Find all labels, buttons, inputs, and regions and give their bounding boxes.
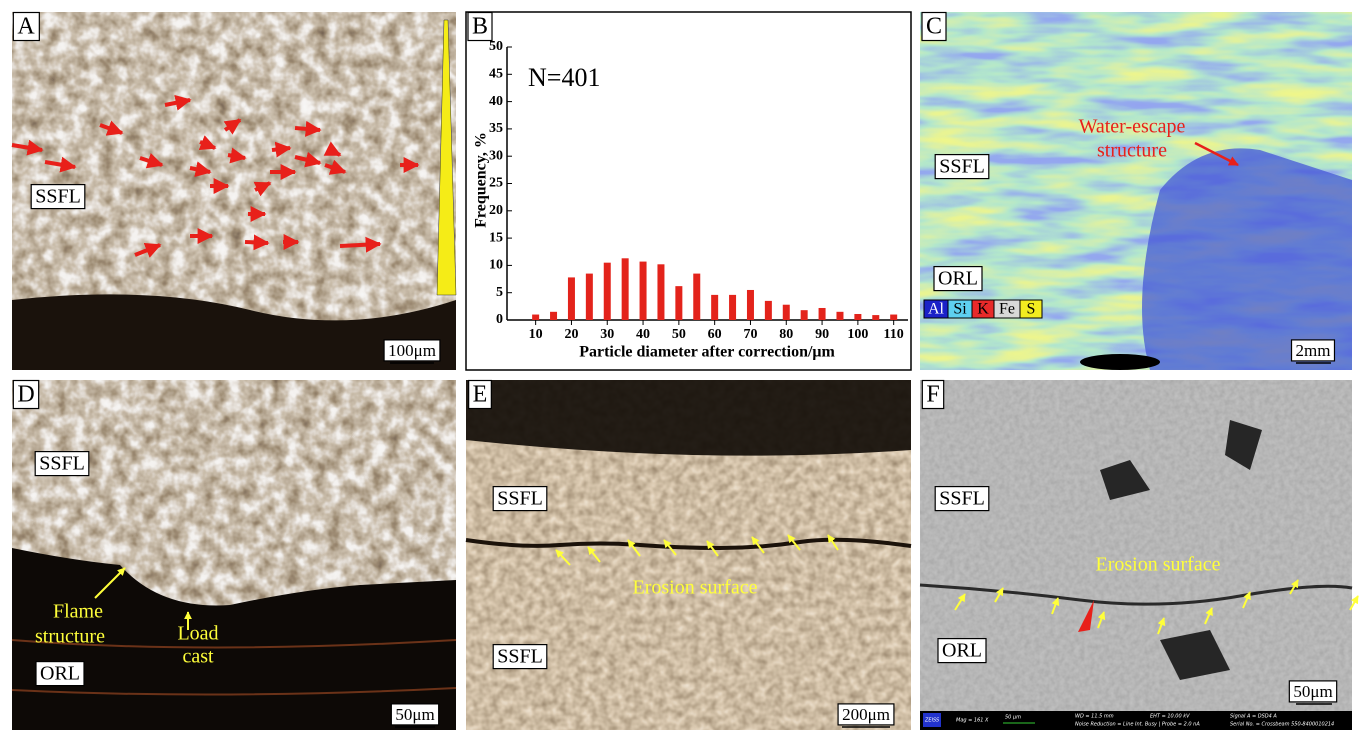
bar [568,277,575,320]
bar [675,286,682,320]
bar [836,312,843,320]
annotation: Water-escape [1079,116,1186,138]
bar [711,295,718,320]
panel-label: A [17,14,35,40]
y-tick-label: 35 [489,121,503,136]
y-tick-label: 20 [489,203,503,218]
scale-bar-label: 50μm [1293,682,1332,701]
y-axis-label: Frequency, % [473,132,490,228]
dark-layer [466,380,911,456]
bar [783,305,790,320]
x-tick-label: 20 [564,327,578,342]
escape-zone [1142,148,1352,370]
y-tick-label: 5 [496,285,503,300]
legend-entry: Si [953,301,967,318]
x-tick-label: 10 [529,327,543,342]
info-text: ZEISS [924,718,940,724]
unit-label: ORL [40,663,80,685]
x-tick-label: 80 [779,327,793,342]
unit-label: SSFL [35,186,81,208]
scale-bar-label: 2mm [1296,341,1331,360]
panel-d: D SSFL ORL Flame structure Load cast 50μ… [12,380,456,730]
annotation: cast [182,646,214,668]
bar [640,262,647,320]
bar [693,274,700,320]
annotation: structure [1097,140,1167,162]
y-tick-label: 25 [489,176,503,191]
panel-f: F SSFL ORL Erosion surface 50μm ZEISS Ma… [920,380,1358,730]
sample-count: N=401 [528,63,600,92]
unit-label: ORL [942,640,982,662]
scale-bar-label: 100μm [388,341,436,360]
unit-label: SSFL [497,488,543,510]
panel-b: B N=401 Particle diameter after correcti… [466,12,911,370]
info-text: Serial No. = Crossbeam 550-8400010214 [1230,722,1334,728]
info-text: 50 μm [1005,715,1021,721]
legend-entry: S [1027,301,1036,318]
bar [586,274,593,320]
legend-entry: Fe [999,301,1015,318]
y-tick-label: 10 [489,258,503,273]
panel-label: D [17,382,34,408]
x-tick-label: 70 [743,327,757,342]
info-text: Noise Reduction = Line Int. Busy | Probe… [1075,722,1200,728]
legend-entry: K [977,301,989,318]
annotation: Flame [53,601,103,623]
bar [657,264,664,320]
panel-label: B [472,14,488,40]
y-tick-label: 40 [489,94,503,109]
info-text: Mag = 161 X [956,718,989,724]
bar [765,301,772,320]
unit-label: SSFL [939,156,985,178]
bar [604,263,611,320]
panel-label: E [473,382,488,408]
bar [622,258,629,320]
y-tick-label: 15 [489,230,503,245]
unit-label: SSFL [39,453,85,475]
legend-entry: Al [928,301,945,318]
bar [819,308,826,320]
panel-a: A SSFL 100μm [12,12,456,370]
bar [872,315,879,320]
x-tick-label: 40 [636,327,650,342]
unit-label: SSFL [939,488,985,510]
bar [801,310,808,320]
scale-bar-label: 200μm [842,705,890,724]
element-legend: Al Si K Fe S [924,300,1042,318]
bar [747,290,754,320]
panel-c: C Water-escape structure SSFL ORL Al Si … [920,12,1352,370]
annotation: Load [177,623,218,645]
bar [890,315,897,320]
x-tick-label: 110 [884,327,904,342]
panel-label: F [926,382,939,408]
y-tick-label: 50 [489,39,503,54]
unit-label: SSFL [497,646,543,668]
figure: A SSFL 100μm B N=401 Particle diameter a… [0,0,1362,734]
y-tick-label: 0 [496,312,503,327]
annotation: structure [35,626,105,648]
bar [532,315,539,320]
y-tick-label: 45 [489,67,503,82]
x-axis-label: Particle diameter after correction/μm [579,344,835,361]
info-text: WD = 11.5 mm [1075,714,1114,720]
panel-label: C [926,14,942,40]
info-text: EHT = 10.00 kV [1150,714,1190,720]
bar [854,314,861,320]
x-tick-label: 100 [847,327,868,342]
bar [550,312,557,320]
y-tick-label: 30 [489,148,503,163]
unit-label: ORL [938,268,978,290]
bar [729,295,736,320]
x-tick-label: 30 [600,327,614,342]
void [1080,354,1160,370]
x-tick-label: 90 [815,327,829,342]
scale-bar-label: 50μm [395,705,434,724]
panel-e: E SSFL SSFL Erosion surface 200μm [466,380,911,730]
annotation: Erosion surface [1096,554,1221,576]
info-text: Signal A = DSD4 A [1230,714,1277,720]
annotation: Erosion surface [633,577,758,599]
x-tick-label: 60 [708,327,722,342]
x-tick-label: 50 [672,327,686,342]
